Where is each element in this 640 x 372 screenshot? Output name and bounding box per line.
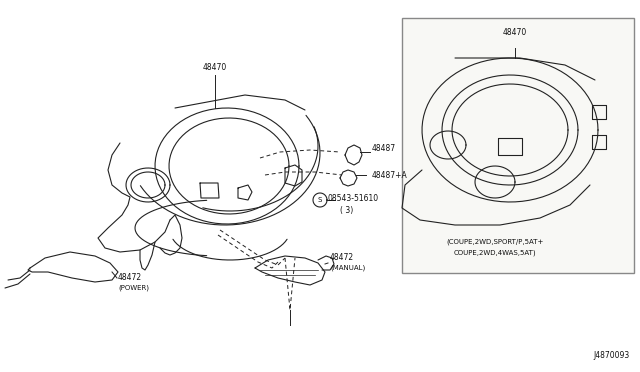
Text: COUPE,2WD,4WAS,5AT): COUPE,2WD,4WAS,5AT) <box>454 249 536 256</box>
Text: S: S <box>318 197 322 203</box>
Text: (MANUAL): (MANUAL) <box>330 265 365 271</box>
Text: ( 3): ( 3) <box>340 205 353 215</box>
Text: (POWER): (POWER) <box>118 285 149 291</box>
Text: 08543-51610: 08543-51610 <box>328 193 379 202</box>
Text: 48470: 48470 <box>203 63 227 72</box>
Text: (COUPE,2WD,SPORT/P,5AT+: (COUPE,2WD,SPORT/P,5AT+ <box>446 238 544 244</box>
Text: 48470: 48470 <box>503 28 527 37</box>
Text: 48487: 48487 <box>372 144 396 153</box>
Bar <box>402 18 634 273</box>
Text: 48472: 48472 <box>118 273 142 282</box>
Text: 48487+A: 48487+A <box>372 170 408 180</box>
Text: 48472: 48472 <box>330 253 354 263</box>
Text: J4870093: J4870093 <box>594 351 630 360</box>
